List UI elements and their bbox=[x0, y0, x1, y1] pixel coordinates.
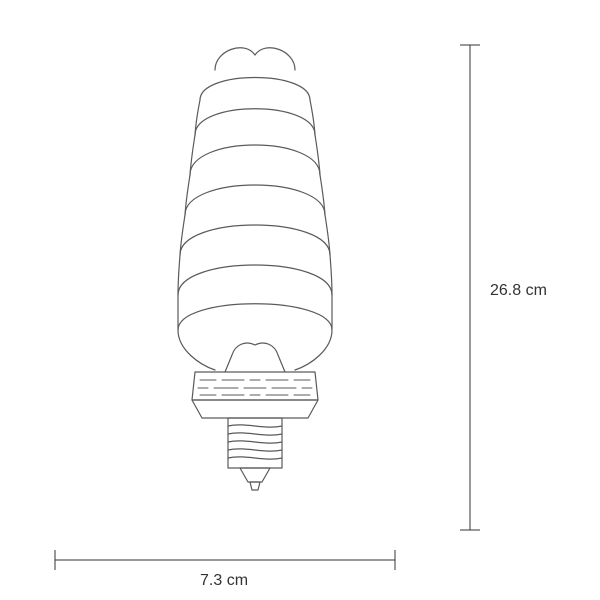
bulb-dimension-diagram: 26.8 cm 7.3 cm bbox=[0, 0, 600, 600]
height-dimension bbox=[460, 45, 480, 530]
width-dimension bbox=[55, 550, 395, 570]
bulb-illustration bbox=[178, 48, 332, 490]
height-label: 26.8 cm bbox=[490, 282, 547, 299]
width-label: 7.3 cm bbox=[200, 572, 248, 589]
